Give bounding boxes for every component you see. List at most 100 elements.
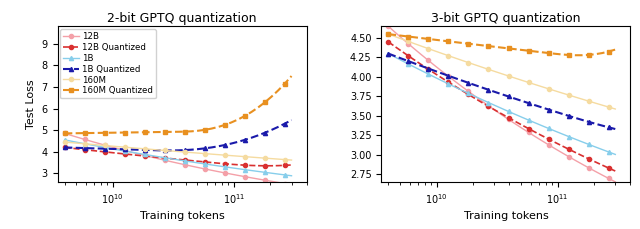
160M Quantized [431, 38, 439, 41]
12B [585, 166, 593, 169]
160M Quantized [148, 131, 156, 134]
160M Quantized [538, 51, 546, 54]
12B [398, 37, 406, 39]
12B Quantized [518, 124, 525, 126]
160M [445, 54, 452, 57]
160M Quantized [505, 47, 513, 50]
160M [134, 147, 142, 150]
12B Quantized [61, 146, 68, 149]
160M Quantized [484, 45, 492, 47]
160M Quantized [564, 54, 572, 56]
12B [578, 163, 586, 165]
1B Quantized [188, 148, 195, 151]
1B [585, 143, 593, 146]
1B [148, 154, 156, 157]
12B Quantized [404, 55, 412, 57]
12B Quantized [108, 151, 115, 154]
12B Quantized [458, 89, 466, 92]
1B Quantized [505, 95, 513, 98]
1B [101, 146, 109, 149]
1B Quantized [498, 93, 506, 96]
160M Quantized [275, 89, 282, 92]
1B Quantized [275, 125, 282, 128]
1B [134, 152, 142, 155]
160M Quantized [478, 44, 486, 47]
1B [465, 92, 472, 95]
12B Quantized [94, 150, 102, 153]
160M Quantized [161, 131, 168, 133]
1B Quantized [518, 100, 525, 102]
160M [168, 150, 175, 152]
1B [525, 119, 532, 121]
160M Quantized [598, 52, 606, 55]
X-axis label: Training tokens: Training tokens [463, 211, 548, 221]
12B [458, 85, 466, 88]
160M [478, 66, 486, 68]
1B [445, 82, 452, 85]
1B [141, 153, 148, 156]
Line: 12B: 12B [387, 24, 618, 184]
1B Quantized [578, 118, 586, 121]
160M Quantized [248, 111, 255, 113]
160M [148, 148, 156, 151]
1B Quantized [141, 149, 148, 151]
12B [101, 144, 109, 147]
160M [81, 142, 88, 145]
12B Quantized [505, 116, 513, 119]
12B Quantized [438, 76, 445, 79]
160M Quantized [281, 82, 289, 85]
12B [141, 154, 148, 157]
12B [531, 135, 539, 138]
1B [385, 52, 392, 55]
Line: 12B Quantized: 12B Quantized [387, 40, 618, 173]
160M Quantized [254, 106, 262, 109]
12B Quantized [254, 164, 262, 167]
1B [518, 116, 525, 119]
1B Quantized [458, 79, 466, 82]
1B [498, 107, 506, 110]
12B Quantized [424, 68, 432, 71]
Legend: 12B, 12B Quantized, 1B, 1B Quantized, 160M, 160M Quantized: 12B, 12B Quantized, 1B, 1B Quantized, 16… [60, 29, 156, 98]
12B Quantized [161, 157, 168, 159]
12B Quantized [114, 152, 122, 155]
160M [611, 108, 619, 110]
12B [221, 172, 228, 174]
12B Quantized [605, 167, 612, 169]
12B [241, 175, 249, 178]
1B Quantized [281, 122, 289, 125]
1B [451, 86, 459, 88]
1B Quantized [268, 128, 275, 131]
160M [114, 145, 122, 148]
12B [484, 104, 492, 107]
1B Quantized [168, 149, 175, 152]
1B [214, 164, 222, 167]
1B Quantized [207, 146, 215, 149]
12B Quantized [418, 63, 426, 66]
12B Quantized [174, 158, 182, 161]
1B Quantized [531, 104, 539, 107]
1B [412, 66, 419, 69]
12B Quantized [221, 162, 228, 165]
Line: 160M: 160M [387, 32, 618, 111]
1B [398, 59, 406, 62]
12B [108, 145, 115, 148]
12B [134, 153, 142, 155]
160M [398, 38, 406, 40]
1B Quantized [234, 140, 242, 143]
Line: 1B: 1B [387, 52, 618, 156]
160M Quantized [391, 34, 399, 36]
12B Quantized [545, 138, 552, 140]
1B Quantized [148, 149, 156, 152]
1B [181, 160, 189, 162]
160M [451, 57, 459, 59]
160M Quantized [188, 130, 195, 133]
12B Quantized [492, 109, 499, 112]
12B [438, 70, 445, 73]
12B Quantized [181, 159, 189, 161]
1B [241, 168, 249, 171]
160M [154, 149, 162, 151]
12B [81, 138, 88, 141]
160M [424, 47, 432, 50]
1B Quantized [398, 57, 406, 60]
1B Quantized [241, 139, 249, 141]
